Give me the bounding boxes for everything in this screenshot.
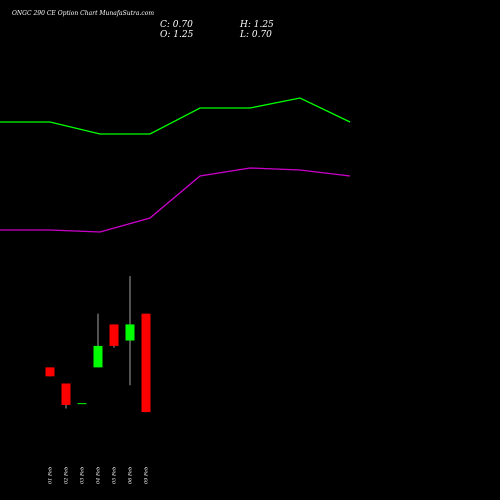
candle-06-feb [125, 276, 135, 386]
candle-body [93, 345, 103, 368]
high-value: H: 1.25 [240, 20, 274, 30]
chart-title: ONGC 290 CE Option Chart MunafaSutra.com [12, 10, 155, 17]
candle-body [109, 324, 119, 346]
x-tick-label: 06 Feb [128, 467, 134, 484]
x-tick-label: 05 Feb [112, 467, 118, 484]
x-tick-label: 03 Feb [80, 467, 86, 484]
candle-body [77, 403, 87, 405]
x-tick-label: 09 Feb [144, 467, 150, 484]
x-tick-label: 04 Feb [96, 467, 102, 484]
close-value: C: 0.70 [160, 20, 193, 30]
candle-03-feb [77, 403, 87, 405]
low-value: L: 0.70 [240, 30, 272, 40]
overlay-line-1 [0, 97, 351, 135]
candle-05-feb [109, 324, 119, 348]
candle-body [141, 313, 151, 413]
candle-body [45, 367, 55, 377]
open-value: O: 1.25 [160, 30, 194, 40]
candle-01-feb [45, 367, 55, 377]
candle-09-feb [141, 313, 151, 413]
candle-04-feb [93, 313, 103, 368]
x-axis-ticks: 01 Feb 02 Feb 03 Feb 04 Feb 05 Feb 06 Feb 09 F… [48, 467, 150, 484]
candle-02-feb [61, 383, 71, 409]
candles [45, 276, 151, 413]
overlay-lines [0, 97, 351, 233]
x-tick-label: 01 Feb [48, 467, 54, 484]
x-tick-label: 02 Feb [64, 467, 70, 484]
candle-body [61, 383, 71, 405]
candle-body [125, 324, 135, 341]
overlay-line-2 [0, 167, 351, 233]
